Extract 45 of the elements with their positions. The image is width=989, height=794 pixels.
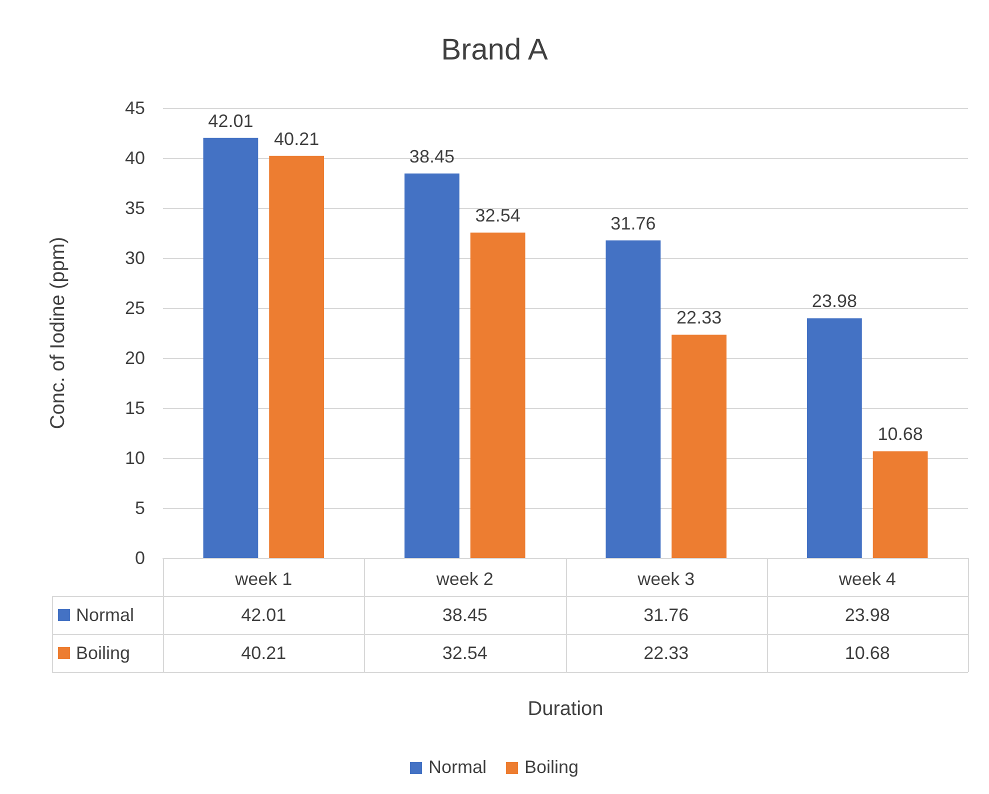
data-label: 23.98	[812, 291, 857, 312]
y-tick-label: 35	[124, 198, 145, 218]
text: Duration	[526, 696, 604, 722]
legend-label: Normal	[75, 604, 134, 626]
bar	[404, 174, 460, 558]
chart-title: Brand A	[441, 34, 548, 66]
text: 31.76	[642, 604, 690, 626]
y-tick-label: 0	[134, 548, 145, 568]
data-label: 10.68	[878, 424, 923, 444]
text: 32.54	[441, 642, 488, 664]
data-label: 38.45	[409, 146, 454, 166]
data-label: 40.21	[274, 128, 320, 149]
y-tick-label: 20	[124, 348, 145, 368]
legend-label: Boiling	[75, 642, 130, 665]
x-tick-label: week 1	[234, 569, 292, 589]
y-tick-label: 5	[134, 498, 145, 518]
data-label: 22.33	[676, 308, 722, 328]
y-tick-label: 45	[124, 98, 145, 118]
text: 22.33	[642, 642, 690, 664]
text: 38.45	[441, 604, 488, 626]
bar	[203, 138, 258, 558]
bar	[470, 232, 526, 558]
data-label: 32.54	[475, 206, 520, 226]
bar	[872, 451, 928, 558]
text: Boiling	[524, 757, 579, 777]
y-tick-label: 40	[124, 148, 145, 168]
y-axis-title: Conc. of Iodine (ppm)	[47, 236, 69, 430]
y-tick-label: 10	[124, 448, 145, 468]
y-tick-label: 30	[124, 248, 145, 268]
bar	[672, 334, 726, 558]
x-tick-label: week 3	[636, 569, 695, 589]
text: 40.21	[240, 642, 288, 664]
text: 23.98	[844, 604, 891, 626]
text: 10.68	[844, 642, 891, 664]
data-label: 42.01	[208, 110, 254, 131]
x-tick-label: week 4	[838, 569, 896, 589]
y-tick-label: 15	[124, 398, 145, 418]
x-tick-label: week 2	[435, 569, 494, 589]
text: Normal	[428, 757, 486, 777]
bar	[807, 318, 862, 558]
data-label: 31.76	[610, 213, 656, 234]
bar	[606, 240, 661, 558]
text: 42.01	[240, 604, 288, 626]
bar	[269, 156, 324, 558]
y-tick-label: 25	[124, 298, 145, 318]
